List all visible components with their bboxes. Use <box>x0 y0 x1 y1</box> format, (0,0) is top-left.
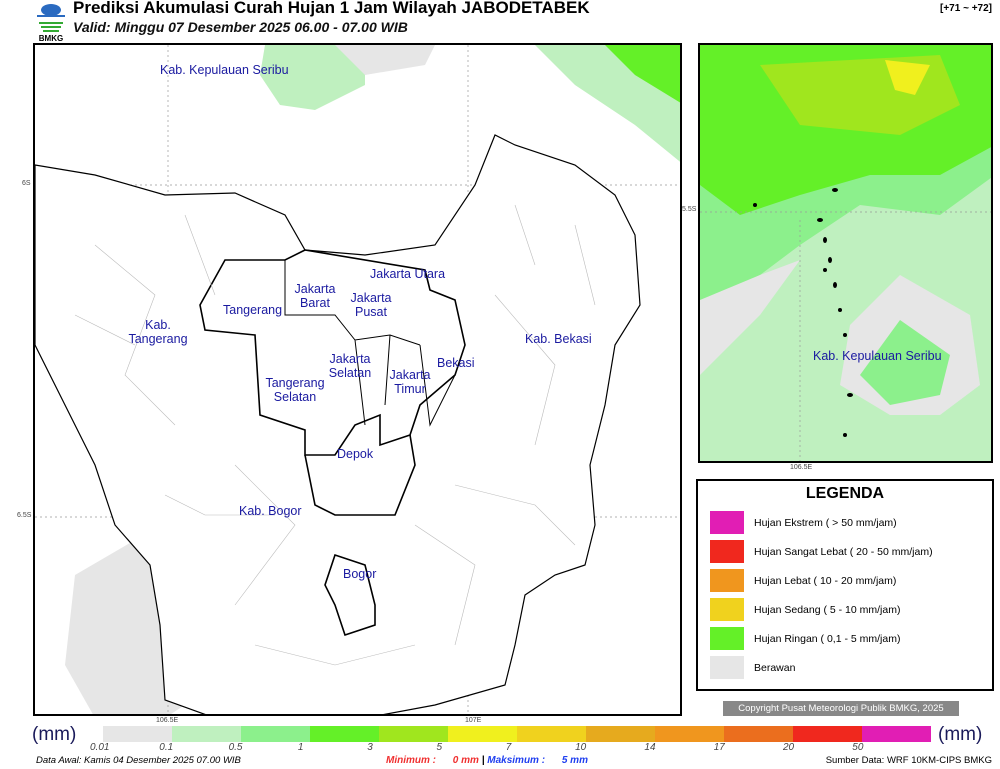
lon-tick: 106.5E <box>156 717 179 724</box>
colorbar-tick: 0.01 <box>90 742 110 753</box>
unit-label-left: (mm) <box>32 724 77 745</box>
map-shapes <box>35 45 680 714</box>
min-value: 0 mm <box>452 755 479 766</box>
legend-title: LEGENDA <box>805 485 885 502</box>
colorbar-tick: 7 <box>505 742 512 753</box>
region-label: Kab. Kepulauan Seribu <box>160 63 289 77</box>
region-label: Jakarta Selatan <box>328 352 372 380</box>
colorbar-tick: 10 <box>575 742 587 753</box>
colorbar-segment <box>379 726 448 742</box>
copyright: Copyright Pusat Meteorologi Publik BMKG,… <box>723 701 959 716</box>
colorbar-segment <box>103 726 172 742</box>
max-label: Maksimum : <box>487 755 546 766</box>
colorbar-tick: 0.5 <box>228 742 243 753</box>
inset-map: Kab. Kepulauan Seribu <box>698 43 993 463</box>
main-map: Kab. Kepulauan Seribu Jakarta Utara Jaka… <box>33 43 682 716</box>
svg-text:BMKG: BMKG <box>39 34 63 42</box>
region-label: Bogor <box>343 567 377 581</box>
min-label: Minimum : <box>386 755 436 766</box>
bmkg-logo: BMKG <box>37 4 65 42</box>
colorbar-segment <box>793 726 862 742</box>
colorbar <box>103 726 931 742</box>
colorbar-segment <box>655 726 724 742</box>
forecast-range: [+71 ~ +72] <box>940 3 992 14</box>
legend-swatch <box>710 511 744 534</box>
region-label: Kab. Kepulauan Seribu <box>813 349 942 363</box>
legend-label: Hujan Ringan ( 0,1 - 5 mm/jam) <box>754 632 901 645</box>
colorbar-segment <box>172 726 241 742</box>
colorbar-tick: 20 <box>783 742 795 753</box>
legend-item: Hujan Sedang ( 5 - 10 mm/jam) <box>710 598 900 621</box>
colorbar-tick: 0.1 <box>159 742 174 753</box>
max-value: 5 mm <box>561 755 588 766</box>
colorbar-segment <box>724 726 793 742</box>
colorbar-tick: 1 <box>297 742 304 753</box>
legend-swatch <box>710 540 744 563</box>
colorbar-tick: 3 <box>367 742 373 753</box>
legend-label: Hujan Lebat ( 10 - 20 mm/jam) <box>754 574 897 587</box>
legend-swatch <box>710 627 744 650</box>
lat-tick: 5.5S <box>682 206 697 213</box>
legend-label: Hujan Sangat Lebat ( 20 - 50 mm/jam) <box>754 545 933 558</box>
region-label: Bekasi <box>437 356 475 370</box>
region-label: Depok <box>337 447 374 461</box>
colorbar-segment <box>517 726 586 742</box>
region-label: Kab. Bogor <box>239 504 302 518</box>
legend-item: Hujan Lebat ( 10 - 20 mm/jam) <box>710 569 896 592</box>
colorbar-segment <box>586 726 655 742</box>
legend-item: Berawan <box>710 656 795 679</box>
colorbar-tick: 50 <box>852 742 864 753</box>
colorbar-tick: 5 <box>436 742 443 753</box>
legend-swatch <box>710 569 744 592</box>
lon-tick: 107E <box>465 717 482 724</box>
lat-tick: 6.5S <box>17 512 32 519</box>
region-label: Jakarta Timur <box>389 368 431 396</box>
colorbar-segment <box>448 726 517 742</box>
region-label: Jakarta Barat <box>294 282 336 310</box>
min-max: Minimum : 0 mm | Maksimum : 5 mm <box>386 755 588 766</box>
page-title: Prediksi Akumulasi Curah Hujan 1 Jam Wil… <box>73 0 590 17</box>
colorbar-segment <box>862 726 931 742</box>
colorbar-segment <box>310 726 379 742</box>
inset-shapes <box>700 45 991 461</box>
legend-label: Hujan Ekstrem ( > 50 mm/jam) <box>754 516 897 529</box>
legend-label: Berawan <box>754 661 796 674</box>
legend-swatch <box>710 656 744 679</box>
lat-tick: 6S <box>22 180 31 187</box>
unit-label-right: (mm) <box>938 724 983 745</box>
data-source: Sumber Data: WRF 10KM-CIPS BMKG <box>825 755 992 766</box>
colorbar-segment <box>241 726 310 742</box>
legend-item: Hujan Ekstrem ( > 50 mm/jam) <box>710 511 897 534</box>
data-awal: Data Awal: Kamis 04 Desember 2025 07.00 … <box>36 755 241 766</box>
region-label: Jakarta Pusat <box>350 291 392 319</box>
valid-period: Valid: Minggu 07 Desember 2025 06.00 - 0… <box>73 19 408 35</box>
legend-item: Hujan Ringan ( 0,1 - 5 mm/jam) <box>710 627 900 650</box>
region-label: Tangerang Selatan <box>265 376 325 404</box>
region-label: Kab. Bekasi <box>525 332 592 346</box>
colorbar-tick: 17 <box>713 742 725 753</box>
colorbar-tick: 14 <box>644 742 656 753</box>
region-label: Kab. Tangerang <box>128 318 188 346</box>
region-label: Jakarta Utara <box>370 267 446 281</box>
legend: LEGENDA Hujan Ekstrem ( > 50 mm/jam) Huja… <box>696 479 994 691</box>
legend-swatch <box>710 598 744 621</box>
lon-tick: 106.5E <box>790 464 813 471</box>
legend-label: Hujan Sedang ( 5 - 10 mm/jam) <box>754 603 901 616</box>
region-label: Tangerang <box>223 303 283 317</box>
legend-item: Hujan Sangat Lebat ( 20 - 50 mm/jam) <box>710 540 933 563</box>
